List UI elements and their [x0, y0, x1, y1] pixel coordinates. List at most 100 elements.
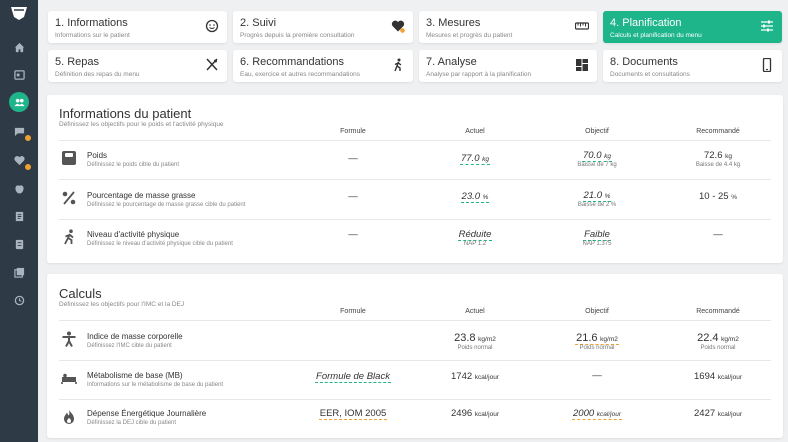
formule-value: —	[348, 229, 358, 240]
unit: %	[482, 194, 489, 201]
recommande-value: 72.6	[703, 150, 723, 161]
actuel-cell[interactable]: 77.0 kg	[420, 153, 530, 165]
recommande-value: 22.4	[697, 332, 719, 344]
row-sublabel: Définissez le pourcentage de masse grass…	[87, 202, 246, 208]
step-title: 2. Suivi	[240, 17, 277, 29]
step-title: 8. Documents	[610, 56, 678, 68]
objectif-cell[interactable]: Faible NAP 1.375	[542, 229, 652, 247]
panel-title: Calculs	[59, 286, 102, 301]
step-subtitle: Progrès depuis la première consultation	[240, 32, 355, 39]
step-title: 6. Recommandations	[240, 56, 344, 68]
col-header-recommande: Recommandé	[696, 308, 740, 315]
library-icon[interactable]	[9, 262, 29, 282]
unit: kg	[604, 153, 611, 160]
step-planification[interactable]: 4. Planification Calculs et planificatio…	[603, 11, 782, 43]
step-informations[interactable]: 1. Informations Informations sur le pati…	[48, 11, 227, 43]
actuel-cell: 23.8 kg/m2 Poids normal	[420, 332, 530, 351]
flame-icon	[61, 409, 77, 425]
actuel-cell[interactable]: Réduite NAP 1.2	[420, 229, 530, 247]
formule-cell[interactable]: Formule de Black	[298, 371, 408, 383]
recommande-value: 2427	[694, 408, 716, 419]
divider	[59, 179, 771, 180]
actuel-cell: 2496 kcal/jour	[420, 408, 530, 419]
home-icon[interactable]	[9, 37, 29, 57]
unit: kg/m2	[721, 336, 739, 343]
row-sublabel: Définissez l'IMC cible du patient	[87, 343, 172, 349]
objectif-note: NAP 1.375	[582, 241, 612, 247]
food-icon[interactable]	[9, 178, 29, 198]
actuel-value: 2496	[451, 408, 473, 419]
step-subtitle: Analyse par rapport à la planification	[426, 71, 532, 78]
objectif-note: Baisse de 7 kg	[577, 162, 617, 168]
recommande-cell: 2427 kcal/jour	[663, 408, 773, 419]
favorites-icon[interactable]	[9, 150, 31, 170]
row-sublabel: Informations sur le métabolisme de base …	[87, 382, 224, 388]
history-icon[interactable]	[9, 290, 29, 310]
app-logo-icon[interactable]	[10, 5, 28, 21]
col-header-objectif: Objectif	[585, 128, 609, 135]
calculs-panel: Calculs Définissez les objectifs pour l'…	[47, 274, 783, 438]
unit: kg	[725, 153, 732, 160]
unit: %	[604, 193, 611, 200]
step-repas[interactable]: 5. Repas Définition des repas du menu	[48, 50, 227, 82]
recommande-cell: 72.6 kg Baisse de 4.4 kg	[663, 150, 773, 168]
step-documents[interactable]: 8. Documents Documents et consultations	[603, 50, 782, 82]
objectif-cell[interactable]: 21.6 kg/m2 Poids normal	[542, 332, 652, 351]
objectif-cell[interactable]: 21.0 % Baisse de 2 %	[542, 190, 652, 208]
step-subtitle: Mesures et progrès du patient	[426, 32, 513, 39]
messages-icon[interactable]	[9, 121, 31, 141]
recommande-value: 1694	[694, 371, 716, 382]
actuel-note: Poids normal	[457, 345, 493, 351]
objectif-cell[interactable]: 70.0 kg Baisse de 7 kg	[542, 150, 652, 168]
objectif-note: Baisse de 2 %	[577, 202, 617, 208]
recipes-icon[interactable]	[9, 206, 29, 226]
panel-subtitle: Définissez les objectifs pour l'IMC et l…	[59, 301, 185, 308]
recommande-cell: 1694 kcal/jour	[663, 371, 773, 382]
recommande-value: —	[713, 229, 723, 240]
unit: kcal/jour	[717, 411, 742, 418]
patients-icon[interactable]	[9, 92, 29, 112]
cutlery-icon	[205, 58, 219, 72]
divider	[59, 399, 771, 400]
objectif-value: 70.0	[582, 150, 602, 161]
calendar-icon[interactable]	[9, 64, 29, 84]
actuel-note: NAP 1.2	[463, 241, 487, 247]
divider	[59, 219, 771, 220]
unit: kcal/jour	[474, 374, 499, 381]
step-title: 7. Analyse	[426, 56, 477, 68]
actuel-cell[interactable]: 23.0 %	[420, 191, 530, 203]
panel-subtitle: Définissez les objectifs pour le poids e…	[59, 121, 224, 128]
objectif-value: —	[592, 370, 602, 381]
row-sublabel: Définissez la DEJ cible du patient	[87, 420, 177, 426]
col-header-actuel: Actuel	[465, 128, 485, 135]
recommande-cell: 22.4 kg/m2 Poids normal	[663, 332, 773, 351]
step-title: 5. Repas	[55, 56, 100, 68]
actuel-cell: 1742 kcal/jour	[420, 371, 530, 382]
col-header-actuel: Actuel	[465, 308, 485, 315]
objectif-cell[interactable]: 2000 kcal/jour	[542, 408, 652, 420]
step-title: 4. Planification	[610, 17, 682, 29]
step-mesures[interactable]: 3. Mesures Mesures et progrès du patient	[419, 11, 597, 43]
row-sublabel: Définissez le niveau d'activité physique…	[87, 241, 233, 247]
step-suivi[interactable]: 2. Suivi Progrès depuis la première cons…	[233, 11, 413, 43]
step-recommandations[interactable]: 6. Recommandations Eau, exercice et autr…	[233, 50, 413, 82]
objectif-note: Poids normal	[579, 345, 615, 351]
unit: kg	[482, 156, 489, 163]
face-icon	[205, 19, 219, 33]
objectif-value: 21.6	[576, 332, 598, 344]
step-subtitle: Calculs et planification du menu	[610, 32, 702, 39]
sliders-icon	[760, 19, 774, 33]
dashboard-icon	[575, 58, 589, 72]
formule-value: —	[348, 153, 358, 164]
step-title: 1. Informations	[55, 17, 128, 29]
notes-icon[interactable]	[9, 234, 29, 254]
unit: kcal/jour	[474, 411, 499, 418]
step-analyse[interactable]: 7. Analyse Analyse par rapport à la plan…	[419, 50, 597, 82]
step-subtitle: Documents et consultations	[610, 71, 690, 78]
row-label: Métabolisme de base (MB)	[87, 371, 183, 380]
ruler-icon	[574, 19, 590, 33]
formule-value: EER, IOM 2005	[318, 408, 388, 420]
row-label: Poids	[87, 151, 108, 160]
objectif-value: 21.0	[583, 190, 603, 201]
formule-cell[interactable]: EER, IOM 2005	[298, 408, 408, 420]
